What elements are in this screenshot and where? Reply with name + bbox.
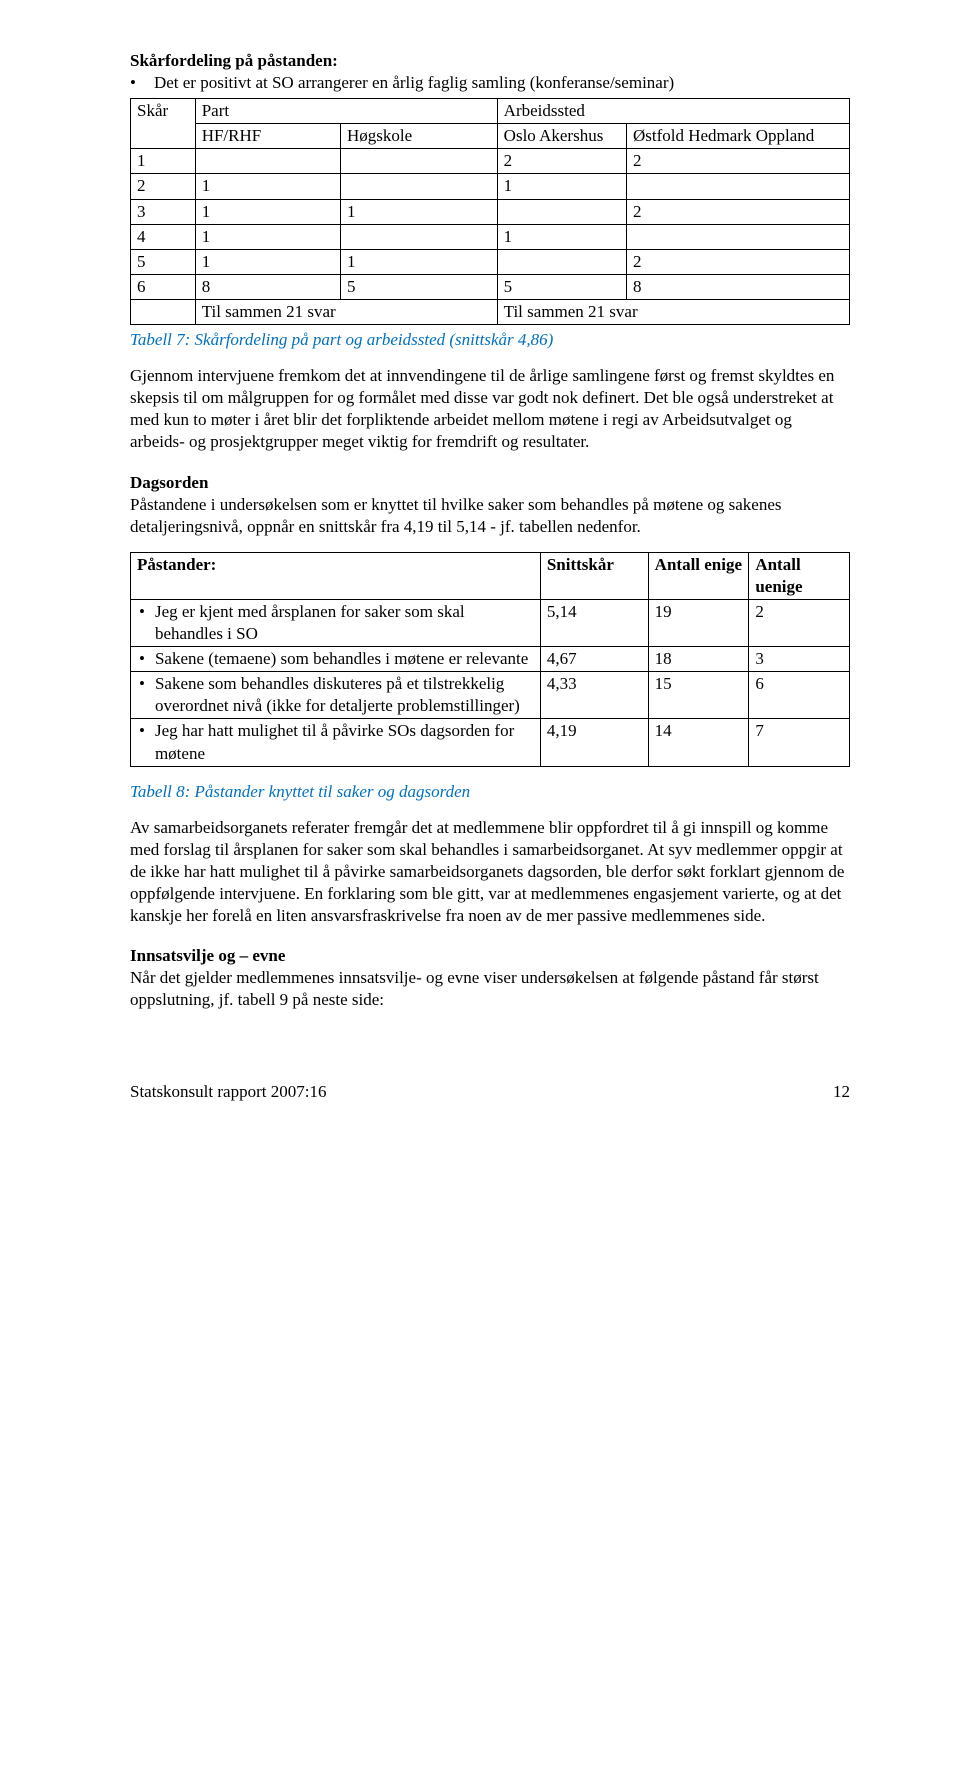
cell (131, 299, 196, 324)
cell (341, 224, 498, 249)
cell: 4,33 (540, 672, 648, 719)
table-row: 3 1 1 2 (131, 199, 850, 224)
cell: 2 (749, 599, 850, 646)
cell: 4,67 (540, 647, 648, 672)
table-caption: Tabell 7: Skårfordeling på part og arbei… (130, 329, 850, 351)
cell: 3 (749, 647, 850, 672)
cell: 2 (626, 149, 849, 174)
cell: 1 (341, 249, 498, 274)
cell: Til sammen 21 svar (195, 299, 497, 324)
header-cell: Part (195, 99, 497, 124)
table-row: • Sakene (temaene) som behandles i møtene… (131, 647, 850, 672)
cell: 1 (497, 174, 626, 199)
section-heading: Dagsorden (130, 472, 850, 494)
cell: 5 (131, 249, 196, 274)
table-header-row: Skår Part Arbeidssted (131, 99, 850, 124)
cell: 1 (131, 149, 196, 174)
cell: 8 (195, 274, 340, 299)
cell: • Sakene (temaene) som behandles i møtene… (131, 647, 541, 672)
table-score-distribution: Skår Part Arbeidssted HF/RHF Høgskole Os… (130, 98, 850, 325)
table-row: •Jeg har hatt mulighet til å påvirke SOs… (131, 719, 850, 766)
paragraph: Påstandene i undersøkelsen som er knytte… (130, 494, 850, 538)
cell (341, 149, 498, 174)
cell: 6 (131, 274, 196, 299)
cell: 15 (648, 672, 749, 719)
header-cell: Antall enige (648, 552, 749, 599)
cell: 1 (195, 199, 340, 224)
bullet-text: Det er positivt at SO arrangerer en årli… (154, 72, 674, 94)
cell: Til sammen 21 svar (497, 299, 849, 324)
cell: •Jeg er kjent med årsplanen for saker so… (131, 599, 541, 646)
header-cell: Skår (131, 99, 196, 149)
cell: 2 (497, 149, 626, 174)
cell: 5 (497, 274, 626, 299)
cell: 4 (131, 224, 196, 249)
bullet-dot-icon: • (139, 601, 145, 645)
table-row: 5 1 1 2 (131, 249, 850, 274)
cell: 2 (626, 249, 849, 274)
claim-text: Sakene som behandles diskuteres på et ti… (155, 673, 534, 717)
table-row: •Jeg er kjent med årsplanen for saker so… (131, 599, 850, 646)
cell: 19 (648, 599, 749, 646)
table-row: 1 2 2 (131, 149, 850, 174)
header-cell: Antall uenige (749, 552, 850, 599)
footer-page-number: 12 (833, 1081, 850, 1103)
cell: 7 (749, 719, 850, 766)
cell: 5,14 (540, 599, 648, 646)
cell (497, 199, 626, 224)
cell: 8 (626, 274, 849, 299)
bullet-dot-icon: • (139, 720, 145, 764)
section-heading: Innsatsvilje og – evne (130, 945, 850, 967)
cell (626, 224, 849, 249)
cell: •Sakene som behandles diskuteres på et t… (131, 672, 541, 719)
table-row: 4 1 1 (131, 224, 850, 249)
cell: 6 (749, 672, 850, 719)
paragraph: Når det gjelder medlemmenes innsatsvilje… (130, 967, 850, 1011)
claim-text: Jeg har hatt mulighet til å påvirke SOs … (155, 720, 534, 764)
bullet-dot-icon: • (139, 673, 145, 717)
cell (341, 174, 498, 199)
cell (626, 174, 849, 199)
bullet-dot-icon: • (139, 648, 145, 670)
cell: 1 (195, 224, 340, 249)
table-subheader-row: HF/RHF Høgskole Oslo Akershus Østfold He… (131, 124, 850, 149)
cell: 18 (648, 647, 749, 672)
cell: 2 (131, 174, 196, 199)
bullet-dot-icon: • (130, 72, 136, 94)
bullet-item: • Det er positivt at SO arrangerer en år… (130, 72, 850, 94)
header-cell: Oslo Akershus (497, 124, 626, 149)
section-heading: Skårfordeling på påstanden: (130, 50, 850, 72)
cell: 1 (497, 224, 626, 249)
cell: 1 (195, 249, 340, 274)
footer-left: Statskonsult rapport 2007:16 (130, 1081, 326, 1103)
cell: 3 (131, 199, 196, 224)
header-cell: Påstander: (131, 552, 541, 599)
table-footer-row: Til sammen 21 svar Til sammen 21 svar (131, 299, 850, 324)
header-cell: Østfold Hedmark Oppland (626, 124, 849, 149)
cell: 1 (195, 174, 340, 199)
cell: •Jeg har hatt mulighet til å påvirke SOs… (131, 719, 541, 766)
header-cell: Høgskole (341, 124, 498, 149)
paragraph: Av samarbeidsorganets referater fremgår … (130, 817, 850, 927)
claim-text: Jeg er kjent med årsplanen for saker som… (155, 601, 534, 645)
table-header-row: Påstander: Snittskår Antall enige Antall… (131, 552, 850, 599)
cell: 2 (626, 199, 849, 224)
cell (497, 249, 626, 274)
table-row: 6 8 5 5 8 (131, 274, 850, 299)
paragraph: Gjennom intervjuene fremkom det at innve… (130, 365, 850, 453)
cell: 14 (648, 719, 749, 766)
table-caption: Tabell 8: Påstander knyttet til saker og… (130, 781, 850, 803)
cell: 5 (341, 274, 498, 299)
header-cell: HF/RHF (195, 124, 340, 149)
header-cell: Snittskår (540, 552, 648, 599)
cell: 1 (341, 199, 498, 224)
table-row: 2 1 1 (131, 174, 850, 199)
cell: 4,19 (540, 719, 648, 766)
cell (195, 149, 340, 174)
page-footer: Statskonsult rapport 2007:16 12 (130, 1081, 850, 1103)
claim-text: Sakene (temaene) som behandles i møtene … (155, 648, 528, 670)
table-row: •Sakene som behandles diskuteres på et t… (131, 672, 850, 719)
header-cell: Arbeidssted (497, 99, 849, 124)
table-claims: Påstander: Snittskår Antall enige Antall… (130, 552, 850, 767)
